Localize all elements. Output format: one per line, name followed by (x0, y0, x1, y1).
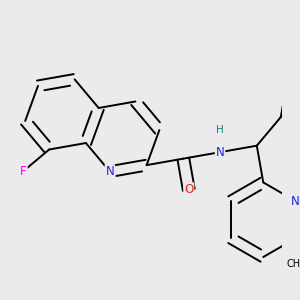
Text: N: N (291, 195, 300, 208)
Text: CH₃: CH₃ (286, 260, 300, 269)
Text: F: F (20, 165, 27, 178)
Text: N: N (106, 165, 114, 178)
Text: H: H (216, 125, 224, 135)
Text: O: O (184, 183, 194, 196)
Text: N: N (216, 146, 224, 159)
